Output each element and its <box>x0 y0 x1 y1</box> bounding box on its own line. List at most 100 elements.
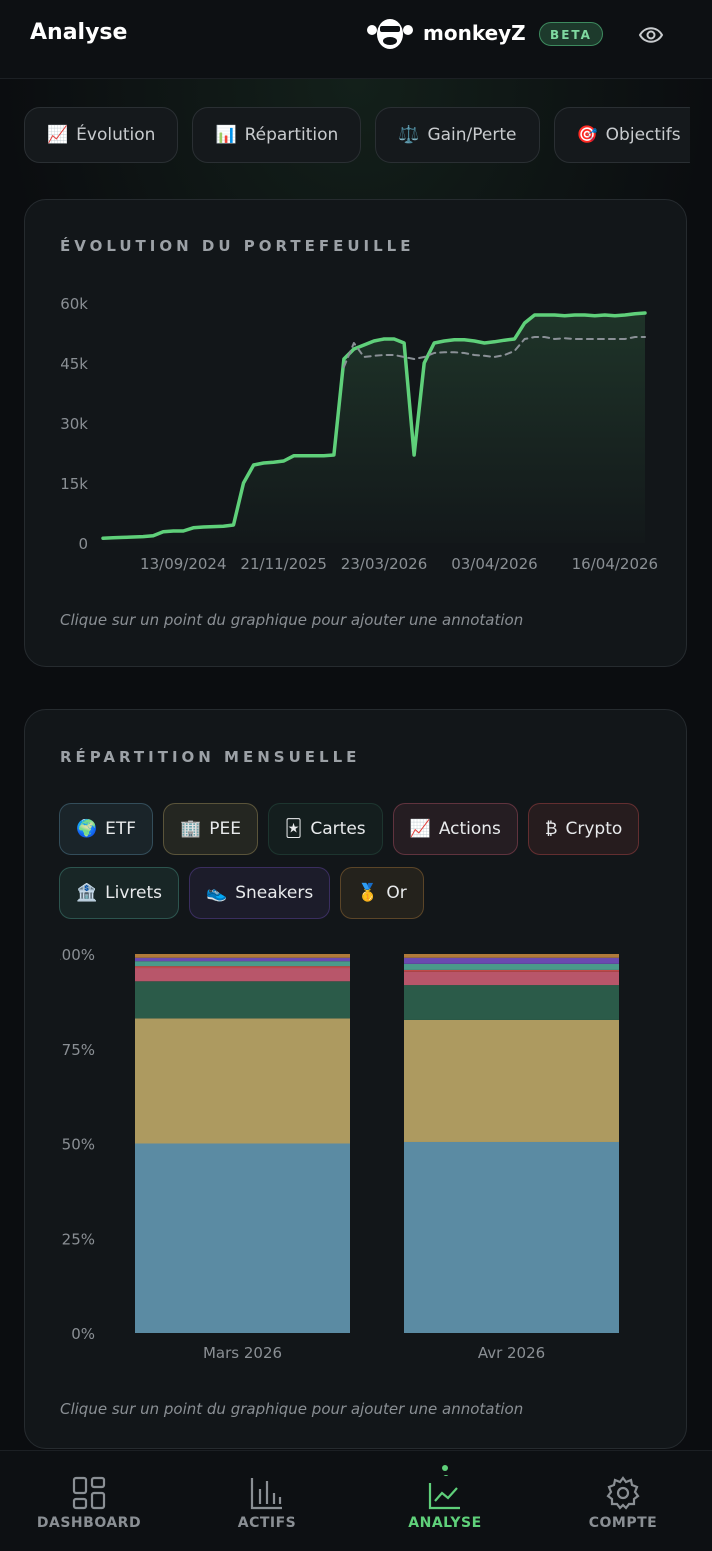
chip-label: PEE <box>209 819 241 839</box>
x-tick-label: 23/03/2026 <box>341 555 427 573</box>
bar-segment <box>404 985 619 1020</box>
tab[interactable]: 📊 Répartition <box>192 107 362 163</box>
page-title: Analyse <box>30 20 128 45</box>
bar-segment <box>404 957 619 964</box>
bottom-nav: DASHBOARD ACTIFS ANALYSE COMPTE <box>0 1450 712 1551</box>
chip-icon: 👟 <box>206 883 228 903</box>
chip-label: Actions <box>438 819 501 839</box>
tab-bar: 📈 Évolution 📊 Répartition ⚖️ Gain/Perte 🎯 Objec… <box>24 107 690 165</box>
chip-label: Cartes <box>310 819 366 839</box>
active-dot <box>442 1465 448 1471</box>
tab-label: Objectifs <box>605 125 681 145</box>
x-tick-label: 16/04/2026 <box>572 555 658 573</box>
legend-chip[interactable]: 📈 Actions <box>392 803 518 855</box>
x-tick-label: Mars 2026 <box>203 1344 282 1362</box>
nav-actifs[interactable]: ACTIFS <box>178 1451 356 1551</box>
bar-segment <box>404 971 619 986</box>
bar-segment <box>135 957 350 962</box>
chip-label: Crypto <box>565 819 623 839</box>
beta-badge: BETA <box>539 22 603 46</box>
chip-icon: 📈 <box>409 819 431 839</box>
legend-chip[interactable]: 🏢 PEE <box>163 803 258 855</box>
legend-chip[interactable]: 👟 Sneakers <box>189 867 331 919</box>
y-tick-label: 75% <box>62 1041 95 1059</box>
chip-label: Sneakers <box>235 883 314 903</box>
bar-segment <box>135 1018 350 1144</box>
tab-label: Évolution <box>76 125 156 145</box>
nav-compte[interactable]: COMPTE <box>534 1451 712 1551</box>
legend-chip[interactable]: 🃏 Cartes <box>267 803 383 855</box>
nav-analyse[interactable]: ANALYSE <box>356 1451 534 1551</box>
line <box>101 311 647 540</box>
chip-label: Livrets <box>105 883 163 903</box>
legend-chip[interactable]: 🥇 Or <box>340 867 424 919</box>
bar-segment <box>135 968 350 982</box>
nav-icon <box>250 1478 282 1510</box>
y-tick-label: 25% <box>62 1230 95 1248</box>
brand: monkeyZ <box>423 21 526 45</box>
bar-segment <box>404 1019 619 1142</box>
legend-chip[interactable]: ₿ Crypto <box>527 803 640 855</box>
visibility-toggle[interactable] <box>638 23 664 47</box>
chip-icon: ₿ <box>544 819 558 839</box>
bar-segment <box>404 954 619 958</box>
chip-label: Or <box>386 883 407 903</box>
tab-icon: ⚖️ <box>398 125 420 145</box>
tab[interactable]: 📈 Évolution <box>24 107 179 163</box>
y-tick-label: 100% <box>52 946 95 964</box>
legend-chip[interactable]: 🌍 ETF <box>59 803 154 855</box>
logo <box>367 19 413 49</box>
tab-icon: 📊 <box>215 125 237 145</box>
evolution-chart[interactable]: 0 15k 30k 45k 60k 13/09/2024 21/11/2025 23/03/2… <box>0 280 712 580</box>
tab-label: Gain/Perte <box>427 125 517 145</box>
chart-note: Clique sur un point du graphique pour aj… <box>60 611 524 629</box>
bar-segment <box>135 961 350 967</box>
bar-segment <box>404 963 619 970</box>
nav-dashboard[interactable]: DASHBOARD <box>0 1451 178 1551</box>
nav-icon <box>72 1476 106 1510</box>
y-tick-label: 0% <box>71 1325 95 1343</box>
tab-icon: 🎯 <box>576 125 598 145</box>
header: Analyse monkeyZ BETA <box>0 0 712 79</box>
y-tick-label: 60k <box>60 295 88 313</box>
card-title: RÉPARTITION MENSUELLE <box>60 748 361 766</box>
y-tick-label: 15k <box>60 475 88 493</box>
tab-label: Répartition <box>244 125 339 145</box>
tab[interactable]: 🎯 Objectifs <box>553 107 690 163</box>
nav-label: COMPTE <box>588 1515 658 1531</box>
y-tick-label: 30k <box>60 415 88 433</box>
nav-icon <box>428 1475 460 1510</box>
chip-icon: 🏢 <box>180 819 202 839</box>
line-area <box>103 313 645 543</box>
line <box>342 336 646 368</box>
nav-label: DASHBOARD <box>36 1515 142 1531</box>
legend-chip[interactable]: 🏦 Livrets <box>59 867 180 919</box>
tab[interactable]: ⚖️ Gain/Perte <box>375 107 540 163</box>
bar-segment <box>135 981 350 1019</box>
chip-label: ETF <box>105 819 137 839</box>
x-tick-label: 21/11/2025 <box>240 555 326 573</box>
x-tick-label: Avr 2026 <box>478 1344 545 1362</box>
repartition-chart[interactable]: 0% 25% 50% 75% 100% Mars 2026 Avr 2026 <box>0 940 712 1370</box>
y-tick-label: 45k <box>60 355 88 373</box>
bar-segment <box>404 1141 619 1333</box>
x-tick-label: 03/04/2026 <box>451 555 537 573</box>
chip-icon: 🌍 <box>76 819 98 839</box>
chip-icon: 🥇 <box>357 883 379 903</box>
bar-segment <box>135 954 350 958</box>
bar-segment <box>135 1143 350 1333</box>
chip-icon: 🃏 <box>284 819 303 839</box>
tab-icon: 📈 <box>47 125 69 145</box>
nav-label: ACTIFS <box>237 1515 297 1531</box>
bar-segment <box>135 966 350 969</box>
chip-icon: 🏦 <box>76 883 98 903</box>
bar-segment <box>404 969 619 972</box>
x-tick-label: 13/09/2024 <box>140 555 226 573</box>
card-title: ÉVOLUTION DU PORTEFEUILLE <box>60 237 415 255</box>
nav-icon <box>606 1476 640 1510</box>
nav-label: ANALYSE <box>408 1515 482 1531</box>
y-tick-label: 50% <box>62 1136 95 1154</box>
chart-note: Clique sur un point du graphique pour aj… <box>60 1400 524 1418</box>
legend: 🌍 ETF 🏢 PEE 🃏 Cartes 📈 Actions ₿ Crypto 🏦 Livrets 👟 S… <box>59 803 659 919</box>
